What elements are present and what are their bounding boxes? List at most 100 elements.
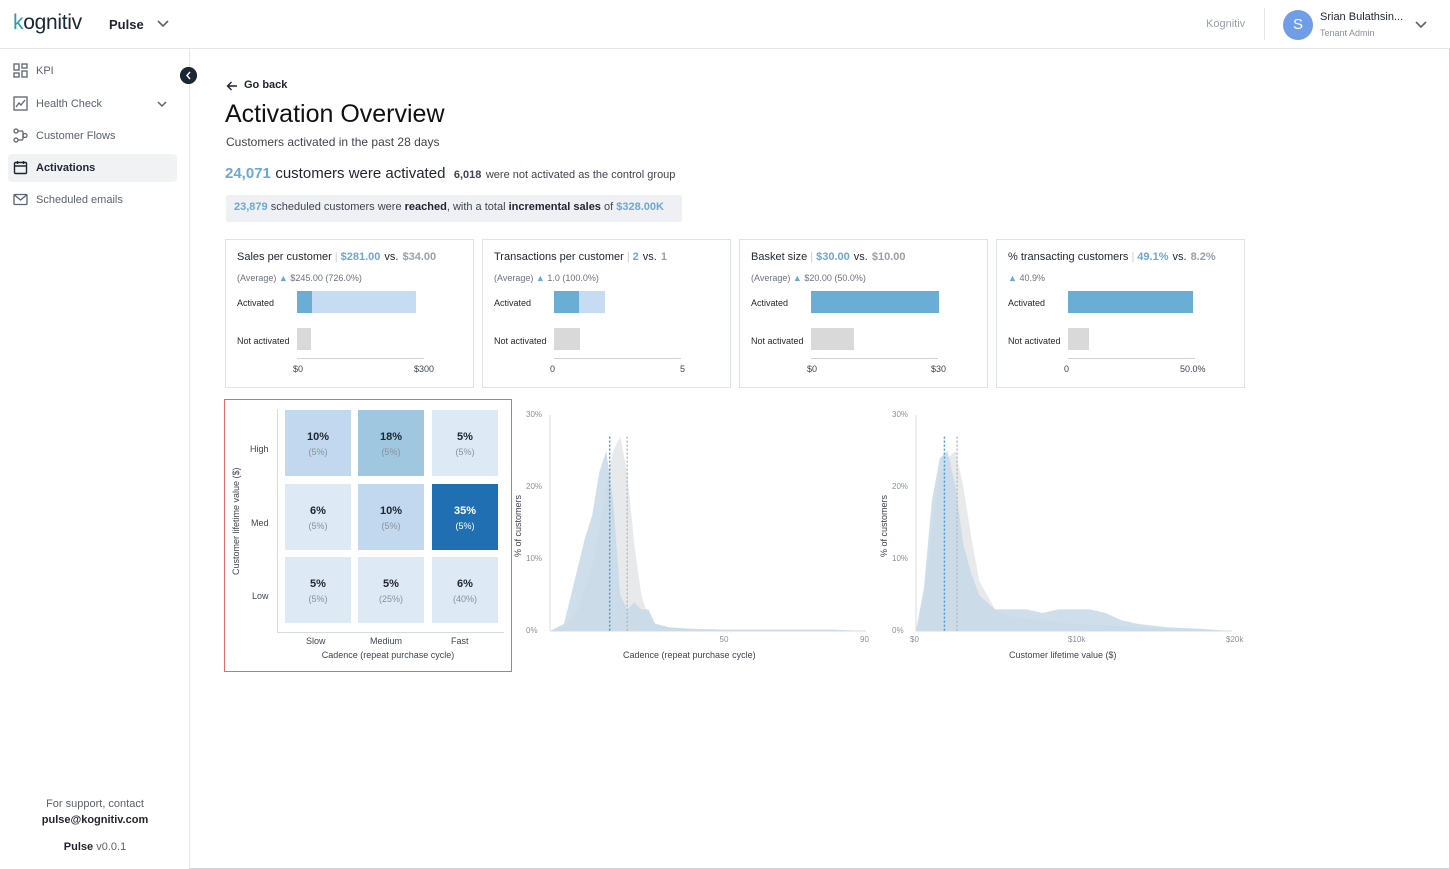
activated-bar	[1068, 291, 1193, 313]
kpi-card-basket-size: Basket size | $30.00 vs. $10.00 (Average) ▲ $…	[739, 239, 988, 388]
cell-percentage: 18%	[379, 431, 403, 443]
heatmap-cell[interactable]: 10% (5%)	[285, 410, 351, 476]
axis-tick-max: 5	[680, 364, 686, 374]
heatmap-cell[interactable]: 5% (25%)	[358, 557, 424, 623]
mail-icon	[13, 193, 28, 206]
kpi-control-value: 1	[660, 251, 667, 263]
triangle-up-icon: ▲	[535, 273, 545, 283]
heatmap-cell[interactable]: 6% (5%)	[285, 484, 351, 550]
chevron-down-icon[interactable]	[156, 98, 168, 110]
y-tick-label: 0%	[892, 626, 904, 635]
org-name: Kognitiv	[1206, 18, 1246, 30]
brand-logo[interactable]: kognitiv	[13, 11, 82, 34]
axis-tick-min: 0	[1064, 364, 1070, 374]
heatmap-cell[interactable]: 35% (5%)	[432, 484, 498, 550]
support-email-link[interactable]: pulse@kognitiv.com	[41, 814, 149, 826]
y-tick-label: 30%	[892, 410, 909, 419]
divider: |	[334, 251, 338, 263]
control-distribution-area	[550, 436, 866, 631]
avatar[interactable]: S	[1283, 10, 1313, 40]
kpi-delta-prefix: (Average)	[237, 273, 277, 283]
sidebar-item-customer-flows[interactable]: Customer Flows	[8, 122, 177, 150]
segment-heatmap[interactable]	[224, 399, 512, 672]
sidebar-item-label: Activations	[36, 162, 96, 174]
kpi-delta-prefix: (Average)	[751, 273, 791, 283]
activated-bar	[297, 291, 312, 313]
x-tick-label: $20k	[1226, 635, 1244, 644]
cell-control-percentage: (5%)	[455, 447, 475, 457]
flow-icon	[13, 128, 28, 143]
kpi-card-header: Basket size | $30.00 vs. $10.00	[751, 251, 905, 263]
incremental-keyword: incremental sales	[508, 201, 601, 213]
chevron-down-icon[interactable]	[156, 17, 170, 31]
x-axis-label: Customer lifetime value ($)	[1009, 650, 1117, 660]
kpi-card-transactions-per-customer: Transactions per customer | 2 vs. 1 (Average)…	[482, 239, 731, 388]
heatmap-cell[interactable]: 5% (5%)	[285, 557, 351, 623]
cell-percentage: 35%	[453, 505, 477, 517]
kpi-activated-value: $281.00	[340, 251, 381, 263]
version-label: Pulse v0.0.1	[63, 841, 127, 853]
kpi-delta: (Average) ▲ $20.00 (50.0%)	[751, 273, 866, 283]
heatmap-y-axis	[277, 409, 278, 633]
reach-keyword: reached	[404, 201, 447, 213]
y-tick-label: 0%	[526, 626, 538, 635]
cell-control-percentage: (5%)	[381, 447, 401, 457]
user-role: Tenant Admin	[1320, 28, 1375, 38]
heatmap-cell[interactable]: 6% (40%)	[432, 557, 498, 623]
user-name[interactable]: Srian Bulathsin...	[1320, 11, 1404, 23]
heatmap-cell[interactable]: 5% (5%)	[432, 410, 498, 476]
cell-control-percentage: (5%)	[455, 521, 475, 531]
heatmap-col-label: Slow	[306, 636, 326, 646]
dashboard-icon	[13, 63, 28, 78]
kpi-axis	[811, 358, 938, 359]
reach-text: of	[604, 201, 614, 213]
control-text: were not activated as the control group	[485, 169, 676, 181]
kpi-axis	[297, 358, 424, 359]
divider: |	[1131, 251, 1135, 263]
kpi-vs-label: vs.	[1172, 251, 1187, 263]
kpi-card-sales-per-customer: Sales per customer | $281.00 vs. $34.00 (Aver…	[225, 239, 474, 388]
cell-control-percentage: (25%)	[378, 594, 403, 604]
y-tick-label: 10%	[526, 554, 543, 563]
divider: |	[810, 251, 814, 263]
kpi-control-value: $10.00	[871, 251, 906, 263]
kpi-vs-label: vs.	[384, 251, 399, 263]
triangle-up-icon: ▲	[1008, 273, 1017, 283]
kpi-title: Basket size	[751, 251, 808, 263]
kpi-title: % transacting customers	[1008, 251, 1129, 263]
sidebar-item-scheduled-emails[interactable]: Scheduled emails	[8, 186, 177, 214]
app-switcher-label[interactable]: Pulse	[109, 17, 144, 32]
cell-percentage: 6%	[310, 505, 326, 517]
axis-tick-min: $0	[807, 364, 818, 374]
not-activated-bar	[811, 328, 854, 350]
heatmap-row-label: High	[250, 444, 269, 454]
collapse-sidebar-button[interactable]	[180, 67, 197, 84]
heatmap-cell[interactable]: 10% (5%)	[358, 484, 424, 550]
incremental-sales-amount: $328.00K	[616, 201, 664, 213]
divider	[1264, 8, 1265, 40]
divider: |	[626, 251, 630, 263]
sidebar-item-kpi[interactable]: KPI	[8, 57, 177, 85]
kpi-title: Transactions per customer	[494, 251, 624, 263]
heatmap-row-label: Low	[252, 591, 269, 601]
kpi-activated-value: $30.00	[816, 251, 850, 263]
chevron-down-icon[interactable]	[1414, 18, 1428, 32]
reached-count: 23,879	[234, 201, 268, 213]
heatmap-cell[interactable]: 18% (5%)	[358, 410, 424, 476]
activated-bar	[811, 291, 939, 313]
x-axis-label: Cadence (repeat purchase cycle)	[623, 650, 756, 660]
cell-percentage: 10%	[306, 431, 330, 443]
kpi-control-value: $34.00	[402, 251, 437, 263]
cell-percentage: 5%	[310, 578, 326, 590]
sidebar-item-activations[interactable]: Activations	[8, 154, 177, 182]
x-tick-label: 50	[719, 635, 729, 644]
sidebar-item-health-check[interactable]: Health Check	[8, 90, 177, 118]
x-tick-label: $0	[910, 635, 919, 644]
support-text: For support, contact	[46, 798, 144, 810]
cell-percentage: 5%	[383, 578, 399, 590]
cell-control-percentage: (40%)	[452, 594, 477, 604]
cell-percentage: 5%	[457, 431, 473, 443]
page-title: Activation Overview	[225, 100, 445, 128]
kpi-title: Sales per customer	[237, 251, 332, 263]
not-activated-label: Not activated	[751, 336, 804, 346]
